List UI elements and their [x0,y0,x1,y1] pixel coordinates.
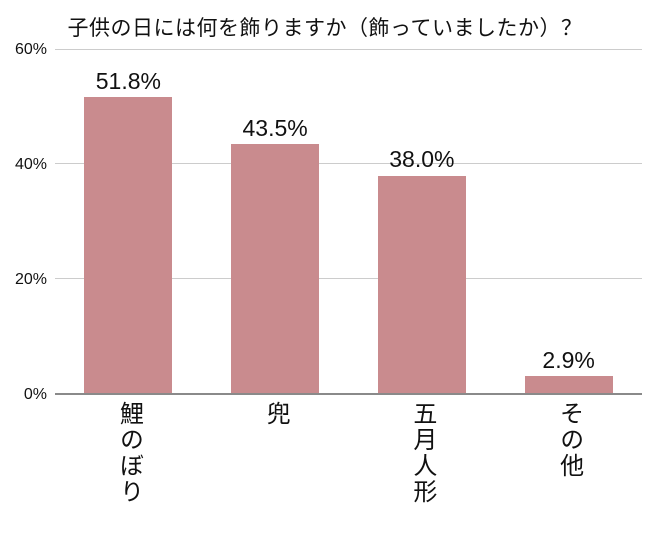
bar-value-label: 2.9% [542,347,595,374]
gridline [55,277,642,279]
bar [84,96,173,393]
y-tick-label: 40% [14,156,47,173]
x-tick-label: 鯉のぼり [115,401,143,505]
bar-group: 51.8% [84,50,173,393]
y-tick-label: 0% [23,386,47,403]
bar-value-label: 43.5% [242,115,308,142]
bar-group: 43.5% [231,50,320,393]
x-axis: 鯉のぼり 兜 五月人形 その他 [55,401,642,505]
bar-group: 2.9% [524,50,613,393]
chart-title: 子供の日には何を飾りますか（飾っていましたか）？ [67,17,583,40]
bar [231,144,320,393]
y-axis: 0% 20% 40% 60% [0,42,55,403]
bar [524,376,613,393]
chart-main: 51.8% 43.5% 38.0% 2.9% 鯉のぼり 兜 五月人形 その他 [55,49,642,505]
y-tick-label: 60% [14,41,47,58]
x-tick-label: その他 [555,401,583,479]
bar [377,175,466,393]
bar-value-label: 51.8% [95,67,161,94]
gridline [55,49,642,50]
bar-value-label: 38.0% [389,146,455,173]
bar-group: 38.0% [377,50,466,393]
x-tick-label: 五月人形 [408,401,436,505]
x-tick-label: 兜 [262,401,290,427]
gridline [55,163,642,165]
y-tick-label: 20% [14,271,47,288]
plot-area: 51.8% 43.5% 38.0% 2.9% [55,49,642,395]
chart-body: 0% 20% 40% 60% 51.8% 43.5% 38.0% 2.9% 鯉のぼり 兜 五月人… [0,42,650,505]
